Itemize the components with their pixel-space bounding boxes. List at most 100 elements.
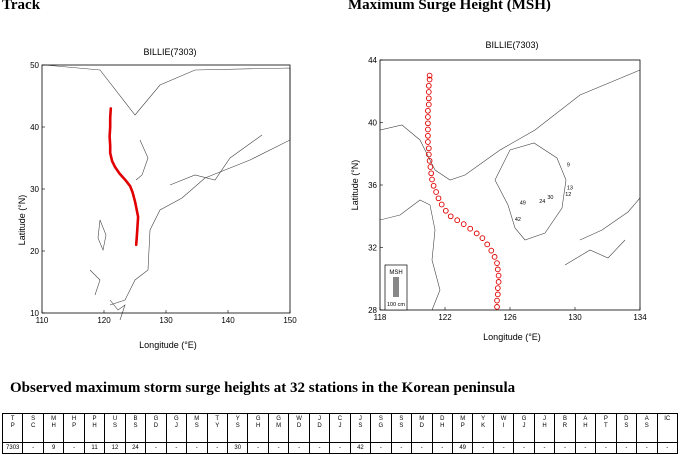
msh-coastline [379,69,641,311]
msh-track-point [494,260,500,266]
msh-legend-label: MSH [389,270,402,276]
msh-track-point [425,114,431,120]
track-y-tick-label: 50 [30,61,39,70]
table-cell: - [186,442,208,454]
msh-track-point [429,176,435,183]
msh-track-point [425,95,432,102]
msh-track-point [426,157,433,164]
table-cell: - [534,442,556,454]
track-y-tick-label: 10 [30,309,39,318]
msh-track-point [494,285,501,291]
msh-track-point [425,139,431,145]
msh-x-axis-label: Longitude (°E) [483,332,541,342]
track-x-tick-label: 130 [159,316,173,325]
msh-y-tick-label: 40 [368,119,377,128]
msh-track-point [425,145,432,152]
table-cell: - [22,442,44,454]
msh-track-point [479,235,486,241]
table-cell: - [575,442,597,454]
msh-track-point [425,89,432,95]
msh-track-point [460,221,467,227]
table-cell: - [432,442,453,454]
msh-track-point [494,304,500,310]
msh-legend-scale: 100 cm [387,302,405,308]
msh-station-label: 9 [567,162,570,168]
table-cell: - [329,442,351,454]
msh-y-axis-label: Latitude (°N) [350,160,360,211]
track-track-line [108,107,140,247]
table-header-cell: IC [657,413,678,443]
msh-track-point [467,225,474,232]
msh-station-label: 24 [539,199,545,205]
msh-station-label: 49 [520,201,526,207]
msh-legend-bar [393,277,399,297]
track-chart: BILLIE(7303) 110 120 130 140 150 10 20 30 40 50 L… [17,47,297,350]
table-cell: - [472,442,494,454]
msh-track-point [447,213,454,220]
msh-track-point [494,297,500,304]
msh-track-point [495,279,502,285]
msh-track-point [426,72,433,79]
track-x-axis-label: Longitude (°E) [139,340,197,350]
msh-y-tick-label: 36 [368,181,377,190]
track-heading: Track [2,0,41,13]
msh-track-point [433,189,439,195]
table-cell: - [145,442,167,454]
table-cell: - [309,442,331,454]
table-cell: 49 [452,442,474,454]
msh-y-tick-label: 44 [368,56,377,65]
msh-y-tick-label: 28 [368,306,377,315]
msh-track-point [484,241,491,248]
table-cell: - [636,442,658,454]
table-cell: 9 [43,442,65,454]
msh-track-point [427,164,434,170]
msh-x-tick-label: 126 [503,313,517,322]
msh-track-point [425,107,431,114]
msh-track-point [428,170,435,177]
table-cell: - [370,442,392,454]
table-cell: - [616,442,638,454]
track-chart-title: BILLIE(7303) [143,47,196,57]
track-x-tick-label: 150 [283,316,297,325]
table-cell: - [411,442,433,454]
msh-y-tick-label: 32 [368,244,377,253]
msh-chart-title: BILLIE(7303) [485,40,538,50]
msh-x-tick-label: 134 [633,313,647,322]
track-x-tick-label: 140 [221,316,235,325]
msh-track-point [488,247,495,254]
table-cell: - [207,442,228,454]
track-series [108,107,140,247]
track-y-tick-label: 20 [30,247,39,256]
msh-heading: Maximum Surge Height (MSH) [348,0,551,13]
msh-track-point [425,151,432,158]
track-y-axis-label: Latitude (°N) [17,195,27,246]
msh-track-point [494,291,501,298]
table-cell: - [513,442,535,454]
table-cell: - [657,442,678,454]
table-cell: - [247,442,269,454]
msh-track-point [425,126,431,133]
msh-station-label: 42 [515,217,521,223]
msh-station-label: 30 [547,195,553,201]
msh-track-point [442,207,449,214]
msh-track-point [425,82,432,89]
msh-axes: 118 122 126 130 134 28 32 36 40 44 [368,56,647,322]
msh-track-point [454,217,461,224]
msh-x-tick-label: 118 [374,313,387,322]
